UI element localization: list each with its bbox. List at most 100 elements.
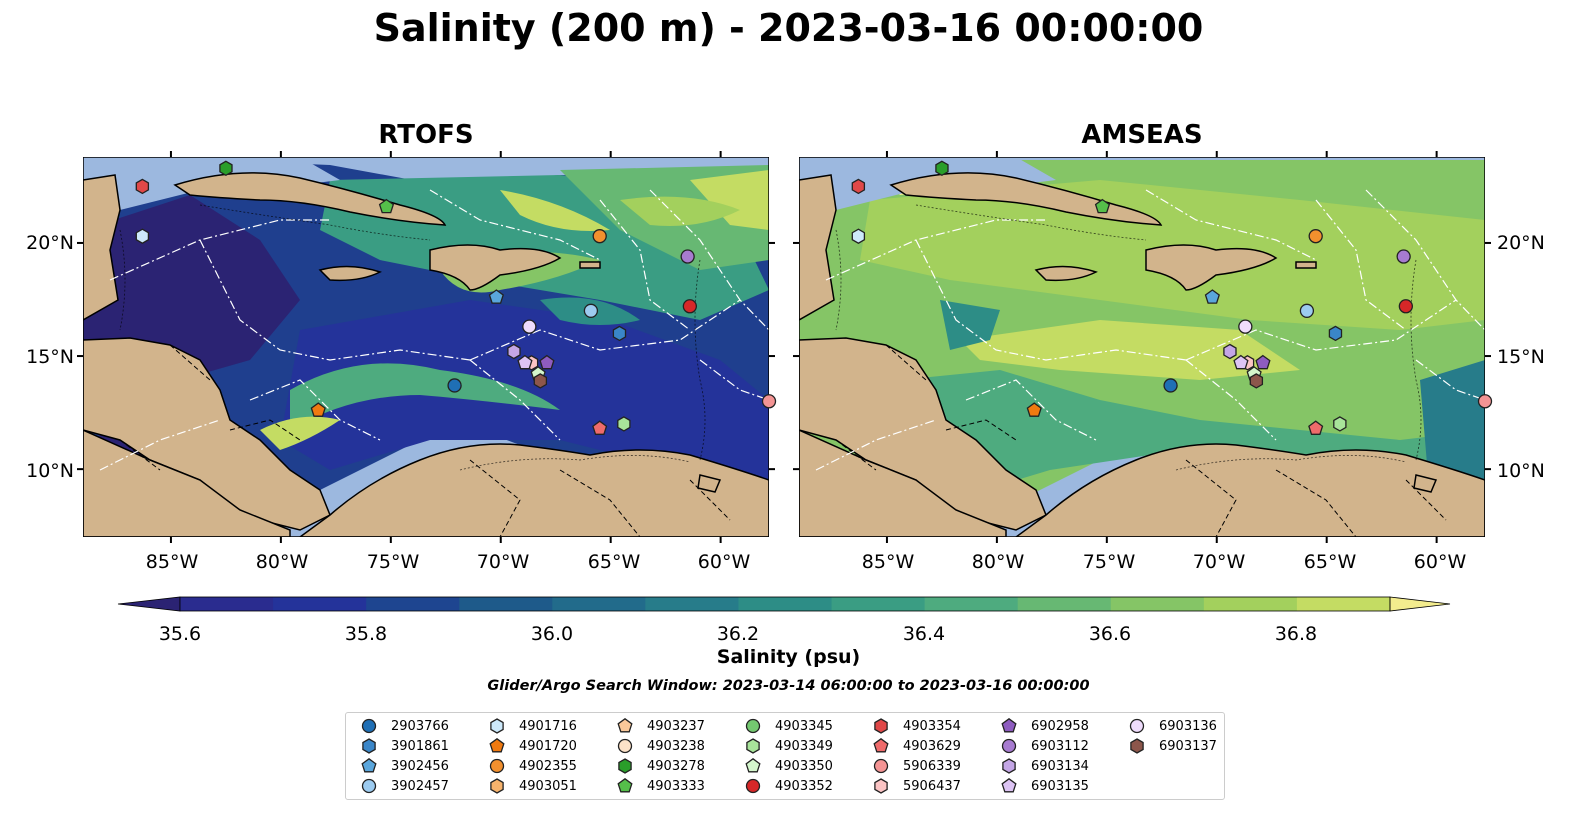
colorbar-bin: [645, 597, 739, 611]
colorbar-tick-label: 35.6: [159, 623, 201, 645]
lon-tick-label: 80°W: [256, 551, 309, 573]
lat-tick-label: 10°N: [1497, 460, 1545, 482]
legend-marker: [1129, 718, 1145, 734]
platform-marker-6903137: [1249, 373, 1264, 389]
circle-marker-icon: [745, 778, 761, 794]
platform-marker-6903136: [522, 319, 537, 334]
colorbar-tick-labels: 35.6 35.8 36.0 36.2 36.4 36.6 36.8: [159, 623, 1317, 645]
platform-marker-4903629: [1308, 420, 1324, 435]
platform-marker-4903349: [1333, 416, 1347, 432]
colorbar: [117, 596, 1451, 612]
axis-lat-labels-left: 20°N 15°N 10°N: [26, 232, 74, 482]
legend-marker: [746, 738, 760, 754]
circle-marker-icon: [361, 718, 377, 734]
platform-marker-6903134: [507, 343, 521, 360]
lat-tick-label: 15°N: [26, 346, 74, 368]
platform-marker-2903766: [447, 378, 462, 393]
legend-entry: 4903354: [870, 716, 961, 736]
colorbar-extend-min: [117, 596, 181, 612]
hexagon-marker-icon: [362, 738, 376, 754]
axes-ticks: [77, 151, 1491, 543]
legend-entry: 5906437: [870, 776, 961, 796]
legend-entry: 4901716: [486, 716, 577, 736]
legend-label: 6903135: [1031, 778, 1089, 794]
legend-label: 5906339: [903, 758, 961, 774]
pentagon-marker-icon: [617, 717, 633, 733]
platform-marker-6902958: [1255, 354, 1271, 370]
hexagon-marker-icon: [874, 778, 888, 794]
colorbar-tick-label: 36.2: [717, 623, 759, 645]
lon-tick-label: 75°W: [367, 551, 420, 573]
hexagon-marker-icon: [490, 778, 504, 794]
legend-entry: 6903135: [998, 776, 1089, 796]
platform-markers-rtofs: [135, 160, 777, 435]
legend-marker: [874, 778, 888, 794]
platform-marker-3902457: [583, 303, 599, 318]
legend-marker: [1130, 738, 1144, 754]
legend-label: 4902355: [519, 758, 577, 774]
legend-entry: 2903766: [358, 716, 449, 736]
legend-label: 4903051: [519, 778, 577, 794]
lon-tick-label: 60°W: [1414, 551, 1467, 573]
circle-marker-icon: [873, 758, 889, 774]
panel-title-amseas: AMSEAS: [1081, 120, 1203, 150]
platform-marker-4903278: [935, 160, 949, 177]
platform-marker-6903136: [1238, 319, 1253, 334]
platform-marker-4903354: [135, 178, 150, 195]
legend-label: 4903333: [647, 778, 705, 794]
colorbar-bin: [552, 597, 646, 611]
circle-marker-icon: [489, 758, 505, 774]
colorbar-tick-label: 36.6: [1089, 623, 1131, 645]
legend-entry: 6903112: [998, 736, 1089, 756]
legend-marker: [873, 737, 889, 753]
platform-legend: 2903766 3901861 3902456 3902457 4901716 49017…: [345, 712, 1225, 800]
lon-tick-label: 85°W: [146, 551, 199, 573]
circle-marker-icon: [1129, 718, 1145, 734]
legend-entry: 3902457: [358, 776, 449, 796]
platform-marker-4901720: [310, 402, 326, 417]
platform-marker-3902456: [1204, 289, 1220, 304]
map-panel-amseas: [799, 157, 1485, 537]
lon-tick-label: 80°W: [972, 551, 1025, 573]
lon-tick-label: 70°W: [1193, 551, 1246, 573]
colorbar-tick-label: 36.4: [903, 623, 945, 645]
colorbar-bin: [273, 597, 367, 611]
legend-entry: 4903051: [486, 776, 577, 796]
legend-label: 4903629: [903, 738, 961, 754]
lon-tick-label: 85°W: [862, 551, 915, 573]
legend-marker: [1001, 777, 1017, 793]
hexagon-marker-icon: [874, 718, 888, 734]
colorbar-extend-max: [1389, 596, 1451, 612]
legend-entry: 6903134: [998, 756, 1089, 776]
platform-marker-4903352: [1398, 299, 1413, 314]
platform-marker-4902355: [592, 229, 607, 244]
eez-boundaries: [815, 189, 1485, 471]
platform-marker-6902958: [539, 354, 555, 370]
legend-marker: [618, 758, 632, 774]
colorbar-bin: [831, 597, 926, 611]
platform-marker-4903352: [682, 299, 697, 314]
land: [799, 157, 1485, 537]
legend-label: 4903278: [647, 758, 705, 774]
colorbar-tick-label: 36.0: [531, 623, 573, 645]
axis-lon-labels-right: 85°W 80°W 75°W 70°W 65°W 60°W: [862, 551, 1467, 573]
legend-marker: [617, 777, 633, 793]
legend-marker: [361, 757, 377, 773]
lat-tick-label: 20°N: [26, 232, 74, 254]
legend-entry: 6903136: [1126, 716, 1217, 736]
colorbar-label: Salinity (psu): [716, 646, 861, 668]
platform-marker-4901720: [1026, 402, 1042, 417]
colorbar-bin: [1017, 597, 1112, 611]
legend-marker: [361, 718, 377, 734]
legend-label: 2903766: [391, 718, 449, 734]
legend-label: 6903112: [1031, 738, 1089, 754]
legend-marker: [489, 737, 505, 753]
legend-marker: [617, 717, 633, 733]
legend-entry: 3901861: [358, 736, 449, 756]
platform-marker-4901716: [135, 228, 150, 244]
platform-marker-3901861: [612, 325, 627, 342]
lon-tick-label: 70°W: [477, 551, 530, 573]
lat-tick-label: 15°N: [1497, 346, 1545, 368]
legend-marker: [617, 738, 633, 754]
